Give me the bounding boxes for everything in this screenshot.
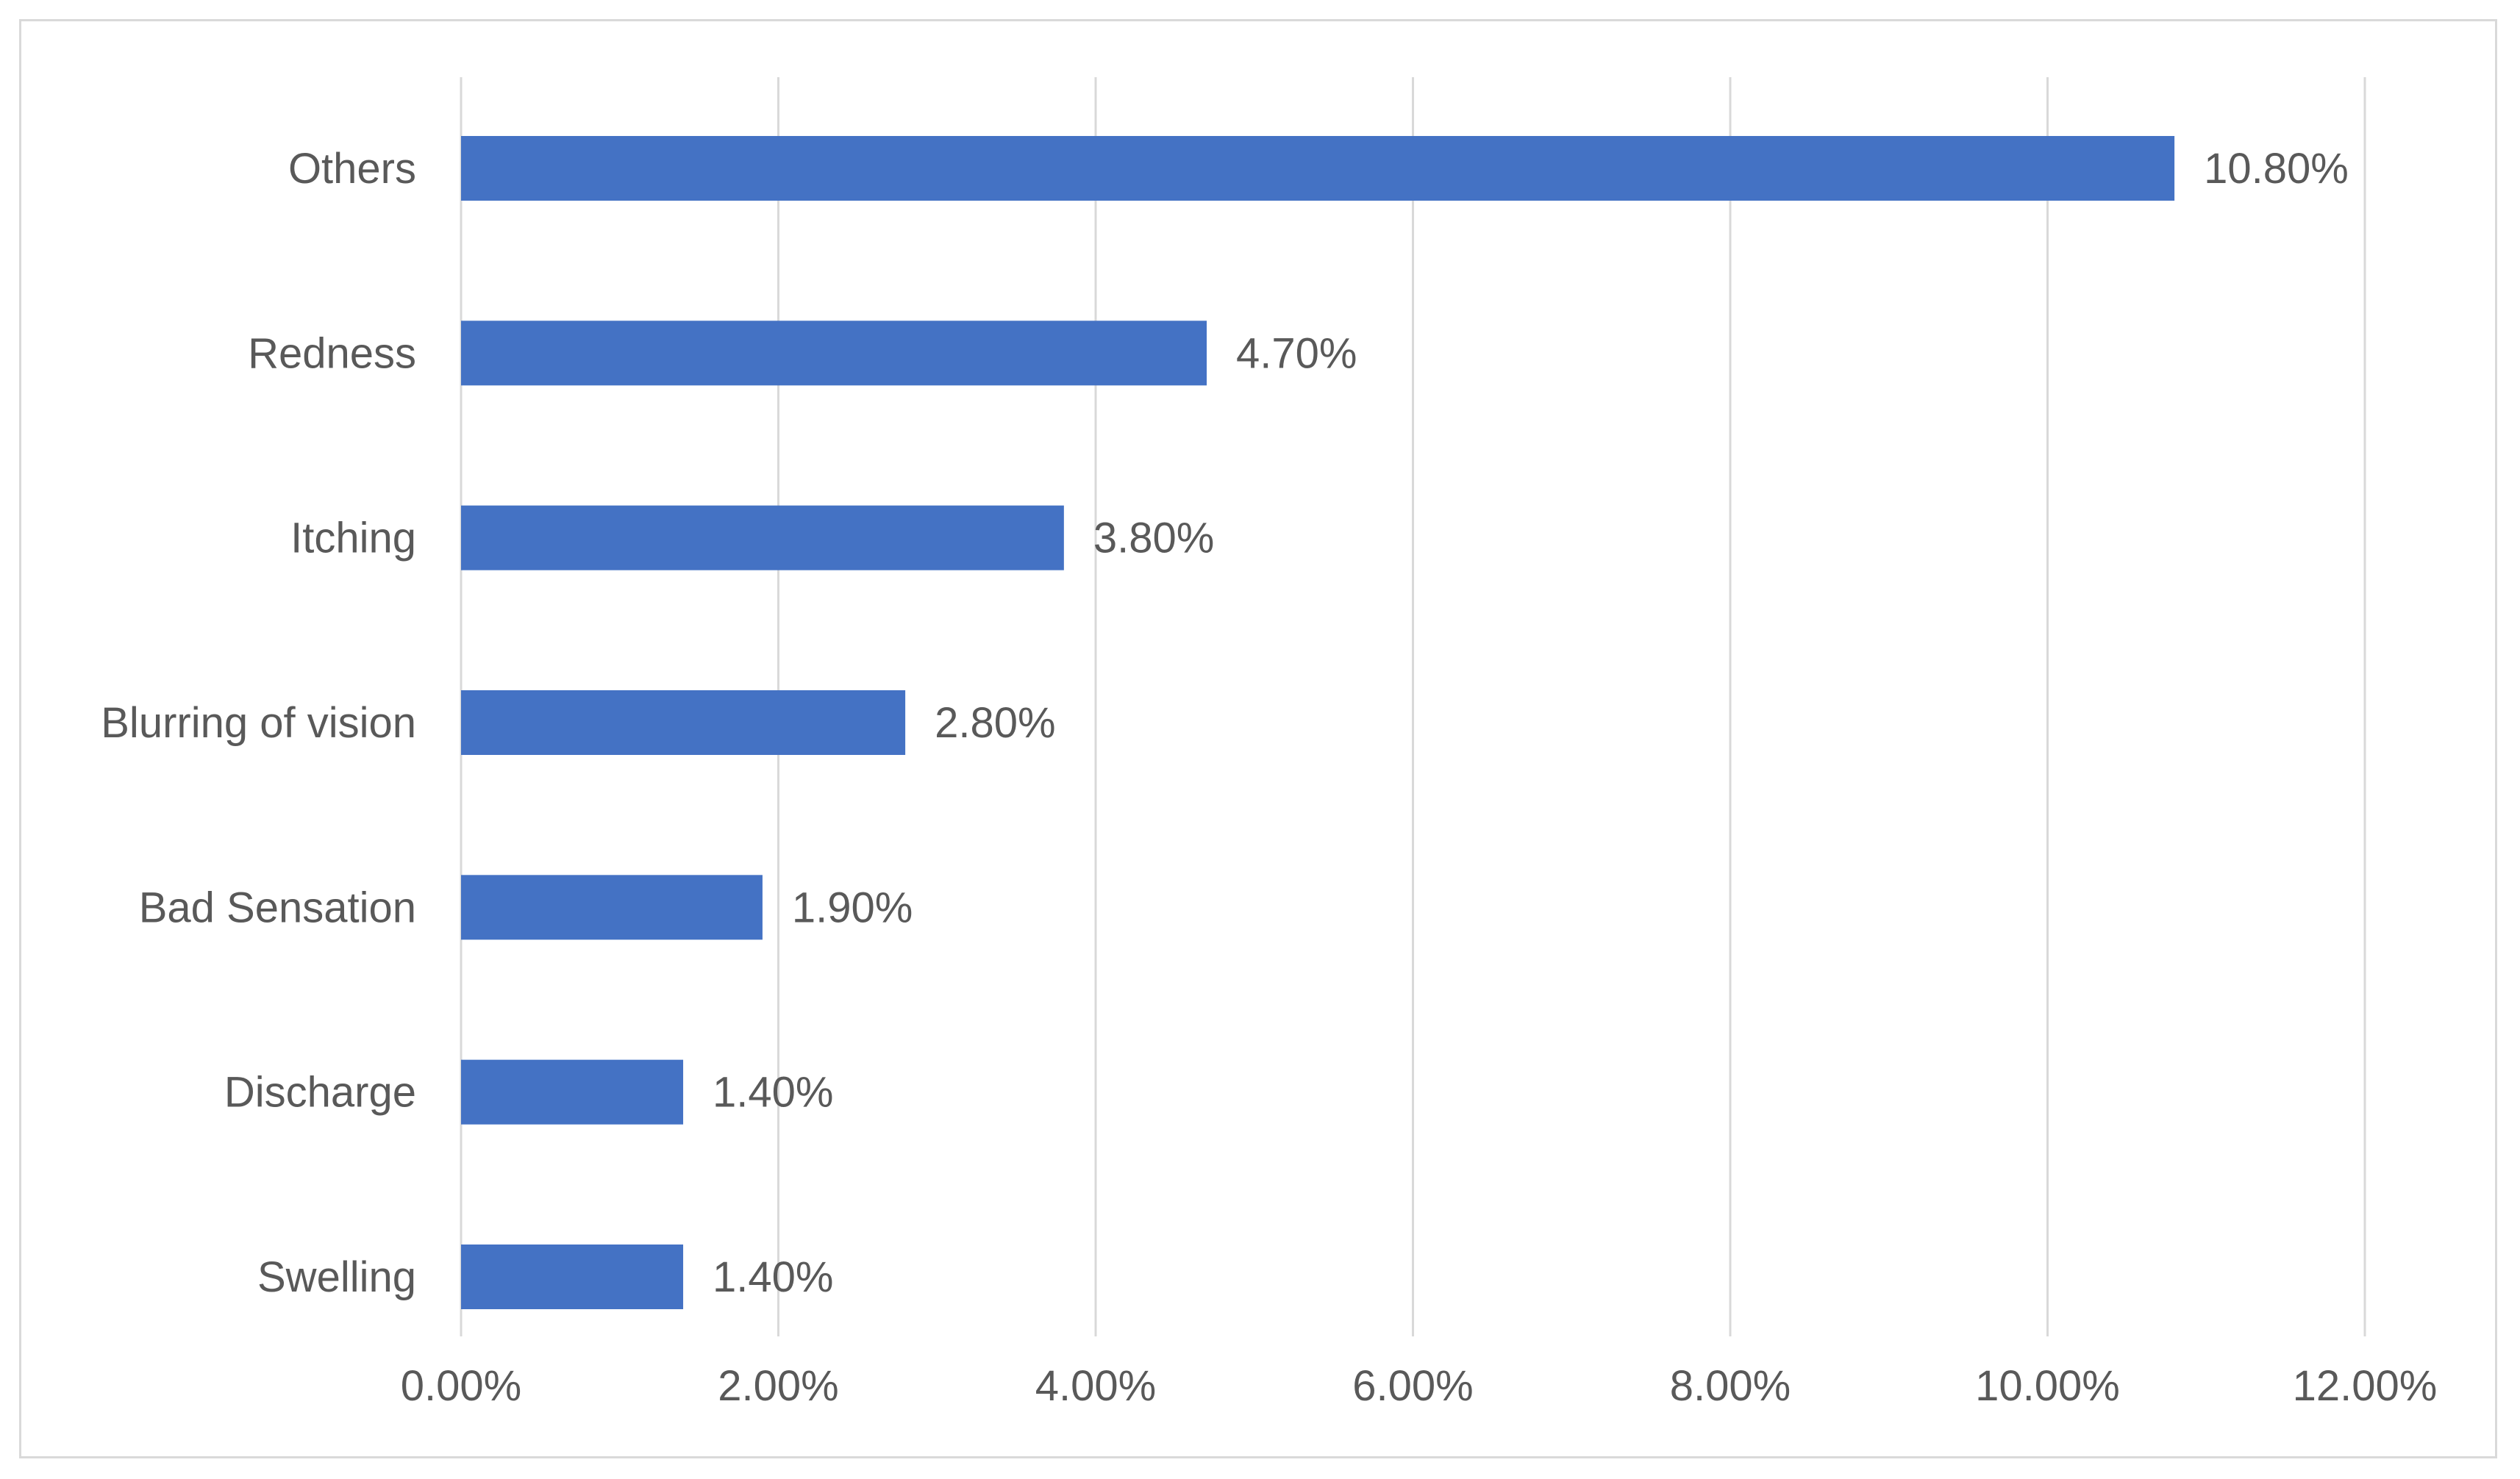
category-label: Redness <box>248 329 416 377</box>
labels: 0.00% 2.00% 4.00% 6.00% 8.00% 10.00% 12.00% Oth… <box>101 145 2437 1410</box>
data-label: 10.80% <box>2204 145 2349 193</box>
x-tick-label: 4.00% <box>1035 1362 1156 1410</box>
x-tick-label: 6.00% <box>1352 1362 1473 1410</box>
bar <box>461 505 1064 570</box>
data-label: 4.70% <box>1236 329 1357 377</box>
bar <box>461 320 1207 386</box>
bar <box>461 875 763 940</box>
data-label: 3.80% <box>1093 515 1214 562</box>
data-label: 1.40% <box>713 1069 833 1117</box>
x-tick-label: 12.00% <box>2293 1362 2438 1410</box>
category-label: Swelling <box>257 1253 416 1301</box>
category-label: Bad Sensation <box>139 884 416 931</box>
gridlines <box>460 77 2366 1336</box>
bar <box>461 1245 684 1309</box>
bars <box>461 136 2175 1309</box>
chart-frame <box>19 19 2497 1458</box>
data-label: 1.40% <box>713 1253 833 1301</box>
data-label: 2.80% <box>935 699 1055 747</box>
bar <box>461 136 2175 201</box>
category-label: Discharge <box>224 1069 416 1117</box>
bar <box>461 690 906 755</box>
x-tick-label: 8.00% <box>1670 1362 1791 1410</box>
category-label: Blurring of vision <box>101 699 416 747</box>
category-label: Others <box>288 145 416 193</box>
x-tick-label: 10.00% <box>1975 1362 2120 1410</box>
bar <box>461 1059 684 1125</box>
x-tick-label: 2.00% <box>718 1362 838 1410</box>
x-tick-label: 0.00% <box>401 1362 521 1410</box>
data-label: 1.90% <box>792 884 913 931</box>
category-label: Itching <box>290 515 416 562</box>
